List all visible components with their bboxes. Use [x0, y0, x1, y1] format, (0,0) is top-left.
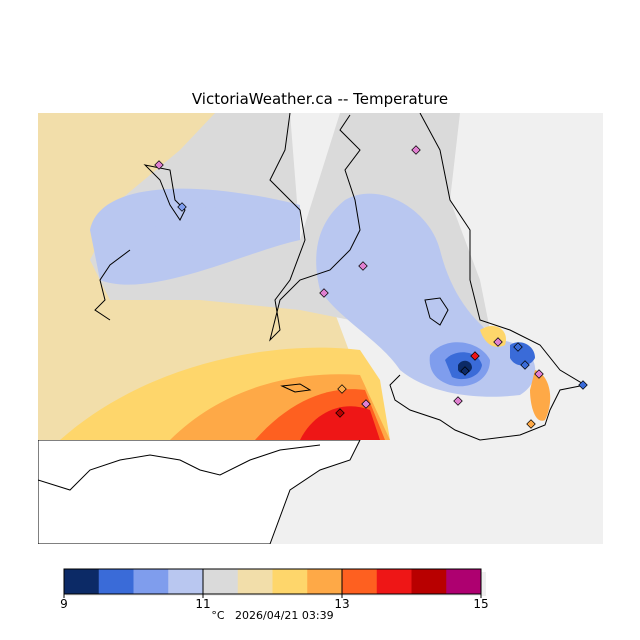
legend-tick-label: 9: [60, 597, 68, 611]
unit-label: °C: [211, 609, 225, 622]
station-marker: [319, 288, 329, 298]
legend-color-swatch: [237, 569, 273, 594]
weather-stations: [154, 145, 588, 429]
station-marker: [154, 160, 164, 170]
legend-tick-label: 13: [334, 597, 350, 611]
land-south: [38, 439, 361, 544]
legend-color-swatch: [64, 569, 100, 594]
station-marker: [460, 366, 470, 376]
timestamp: 2026/04/21 03:39: [235, 609, 334, 622]
legend-color-swatch: [446, 569, 482, 594]
coastline-peninsula: [269, 113, 361, 342]
legend-color-swatch: [307, 569, 343, 594]
station-marker: [453, 396, 463, 406]
coastline-inlet: [143, 164, 186, 221]
color-legend-bar: [64, 569, 482, 594]
coastline-west: [94, 249, 131, 321]
coastline-east: [389, 113, 587, 441]
island: [424, 297, 449, 326]
legend-color-swatch: [342, 569, 378, 594]
station-marker: [526, 419, 536, 429]
station-marker: [520, 360, 530, 370]
station-marker: [358, 261, 368, 271]
legend-color-swatch: [376, 569, 412, 594]
south-coast: [38, 444, 321, 491]
legend-color-swatch: [203, 569, 239, 594]
station-marker: [361, 399, 371, 409]
station-marker: [534, 369, 544, 379]
legend-color-swatch: [133, 569, 169, 594]
legend-color-swatch: [168, 569, 204, 594]
legend-footer: °C 2026/04/21 03:39: [0, 609, 545, 622]
station-marker: [493, 337, 503, 347]
contour-east-orange: [530, 370, 551, 421]
legend-tick-label: 15: [473, 597, 489, 611]
station-marker: [470, 351, 480, 361]
contour-13.5: [300, 406, 380, 440]
island-small: [280, 383, 312, 393]
station-marker: [411, 145, 421, 155]
station-marker: [177, 202, 187, 212]
contour-10.5-b: [316, 193, 536, 397]
station-marker: [337, 384, 347, 394]
station-marker: [335, 408, 345, 418]
legend-tick-label: 11: [195, 597, 211, 611]
legend-color-swatch: [411, 569, 447, 594]
station-marker: [578, 380, 588, 390]
legend-color-swatch: [272, 569, 308, 594]
map-title: VictoriaWeather.ca -- Temperature: [191, 90, 449, 108]
legend-color-swatch: [98, 569, 134, 594]
station-marker: [513, 342, 523, 352]
